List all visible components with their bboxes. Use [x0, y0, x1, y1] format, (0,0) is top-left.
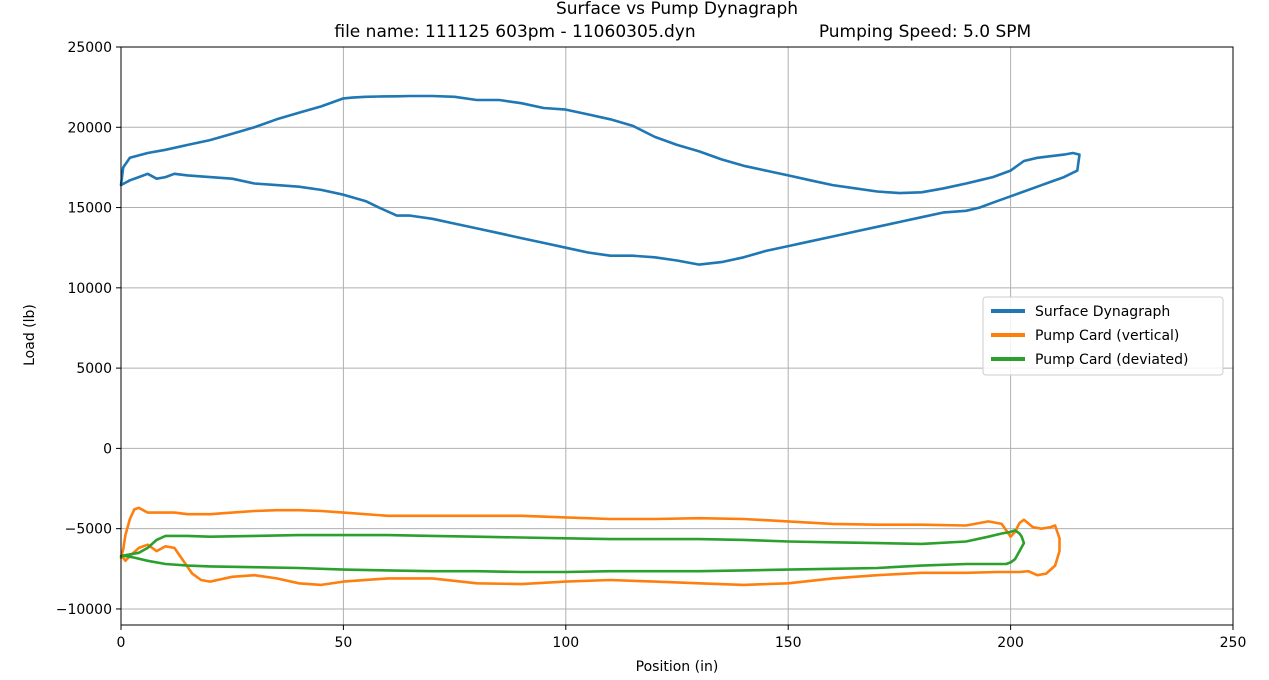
series-line-pump-card-vertical	[119, 506, 1061, 587]
y-tick-label: −10000	[56, 602, 112, 618]
series-line-pump-card-deviated	[119, 528, 1026, 574]
y-tick-label: 5000	[76, 361, 112, 377]
x-tick-label: 150	[775, 635, 802, 651]
x-tick-label: 250	[1220, 635, 1247, 651]
y-tick-label: −5000	[65, 522, 112, 538]
y-axis-label: Load (lb)	[22, 304, 38, 366]
chart-title: Surface vs Pump Dynagraph	[556, 0, 798, 19]
x-tick-label: 0	[117, 635, 126, 651]
x-axis-label: Position (in)	[636, 659, 719, 675]
series-lines	[119, 94, 1081, 587]
x-tick-label: 100	[552, 635, 579, 651]
series-line-surface-dynagraph	[119, 94, 1081, 266]
y-tick-label: 10000	[67, 281, 112, 297]
chart-subtitle-filename: file name: 111125 603pm - 11060305.dyn	[334, 22, 695, 42]
plot-area-frame	[120, 46, 1234, 626]
legend-label: Surface Dynagraph	[1035, 304, 1170, 320]
legend-label: Pump Card (deviated)	[1035, 352, 1188, 368]
legend: Surface Dynagraph Pump Card (vertical) Pum…	[982, 296, 1224, 376]
legend-box	[982, 296, 1224, 376]
y-tick-label: 0	[103, 441, 112, 457]
x-tick-label: 200	[997, 635, 1024, 651]
y-tick-label: 20000	[67, 120, 112, 136]
y-tick-label: 15000	[67, 201, 112, 217]
x-tick-label: 50	[334, 635, 352, 651]
axis-ticks: 0 50 100 150 200 250 −10000 −5000 0 5000 10000 1500…	[56, 40, 1247, 651]
y-tick-label: 25000	[67, 40, 112, 56]
chart-subtitle-pumping-speed: Pumping Speed: 5.0 SPM	[819, 22, 1031, 42]
legend-label: Pump Card (vertical)	[1035, 328, 1179, 344]
